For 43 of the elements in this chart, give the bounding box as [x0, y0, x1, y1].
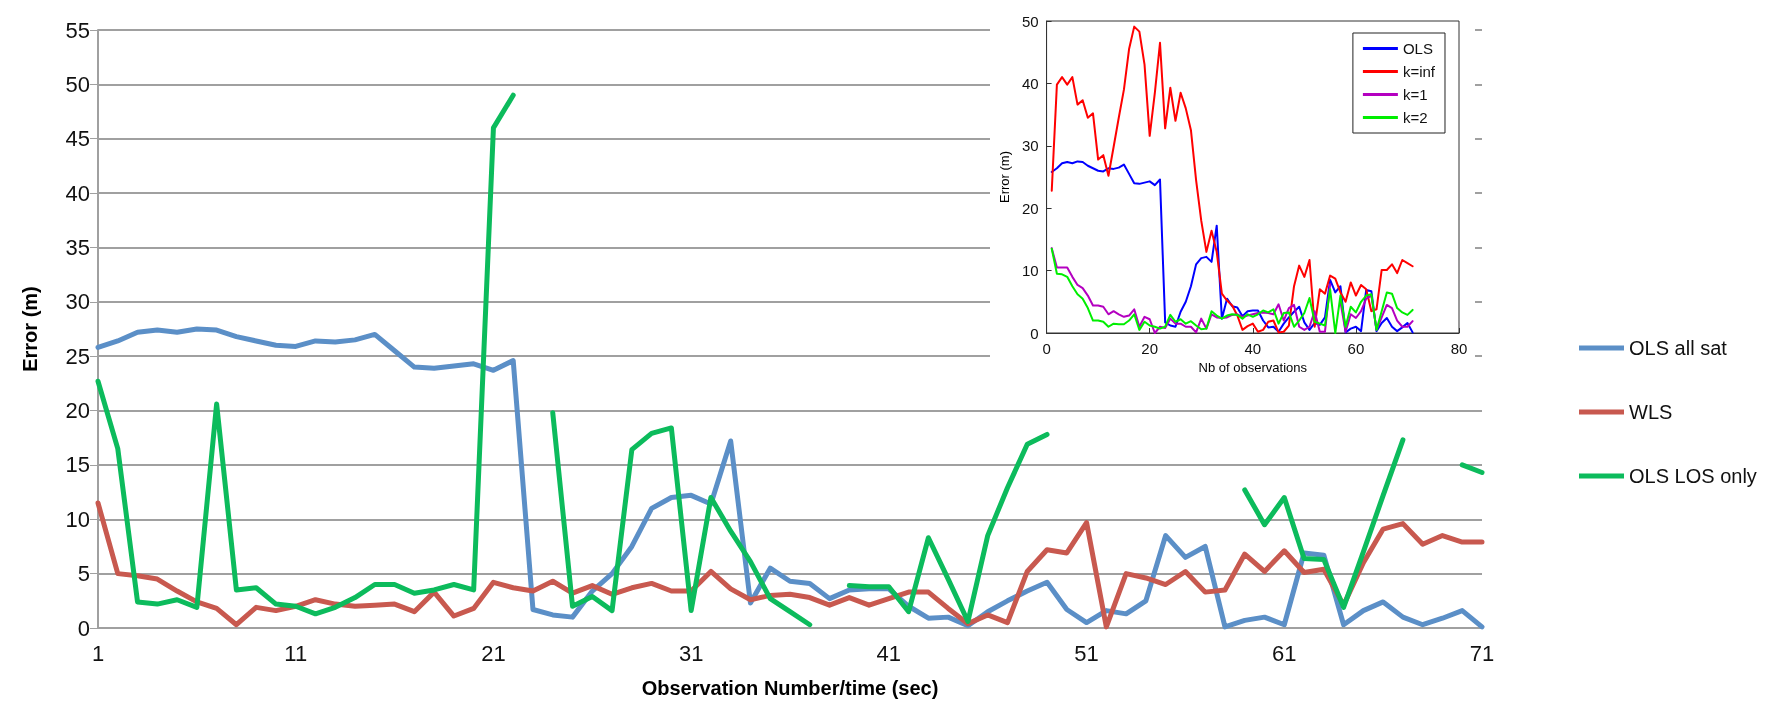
x-tick-label: 61 — [1272, 640, 1297, 666]
x-tick-label: 80 — [1450, 340, 1468, 357]
y-tick-label: 55 — [65, 17, 90, 43]
y-tick-label: 40 — [1021, 74, 1039, 92]
y-tick-label: 10 — [1021, 262, 1039, 280]
y-axis-title: Error (m) — [997, 151, 1012, 203]
x-tick-label: 60 — [1347, 340, 1365, 357]
y-tick-label: 5 — [77, 561, 90, 587]
x-tick-label: 71 — [1469, 640, 1495, 666]
y-tick-label: 40 — [65, 180, 90, 206]
x-tick-label: 11 — [284, 640, 308, 666]
legend-label: k=inf — [1402, 63, 1436, 80]
legend-label: OLS — [1402, 40, 1433, 57]
x-tick-label: 51 — [1074, 640, 1099, 666]
x-tick-label: 20 — [1141, 340, 1159, 357]
x-axis-title: Nb of observations — [1198, 360, 1308, 375]
y-tick-label: 30 — [65, 289, 90, 315]
legend-label: WLS — [1629, 401, 1673, 423]
x-tick-label: 40 — [1244, 340, 1262, 357]
y-tick-label: 20 — [65, 398, 90, 424]
y-tick-label: 45 — [65, 126, 90, 152]
x-tick-label: 41 — [876, 640, 902, 666]
y-tick-label: 0 — [1030, 324, 1039, 342]
legend-label: k=1 — [1402, 86, 1428, 103]
y-tick-label: 10 — [65, 506, 90, 532]
y-tick-label: 0 — [77, 615, 90, 641]
y-tick-label: 35 — [65, 234, 90, 260]
y-tick-label: 15 — [65, 452, 90, 478]
x-tick-label: 31 — [678, 640, 704, 666]
y-tick-label: 20 — [1021, 199, 1039, 217]
x-tick-label: 0 — [1042, 340, 1051, 357]
x-axis-title: Observation Number/time (sec) — [641, 677, 939, 699]
y-tick-label: 25 — [65, 343, 90, 369]
y-tick-label: 30 — [1021, 137, 1039, 155]
legend-label: OLS all sat — [1629, 337, 1728, 359]
y-axis-title: Error (m) — [19, 286, 41, 372]
legend-label: k=2 — [1402, 109, 1428, 126]
y-tick-label: 50 — [1021, 12, 1039, 30]
y-tick-label: 50 — [65, 71, 90, 97]
x-tick-label: 1 — [91, 640, 105, 666]
legend-label: OLS LOS only — [1629, 465, 1757, 487]
line-series — [1050, 160, 1414, 334]
x-tick-label: 21 — [481, 640, 506, 666]
